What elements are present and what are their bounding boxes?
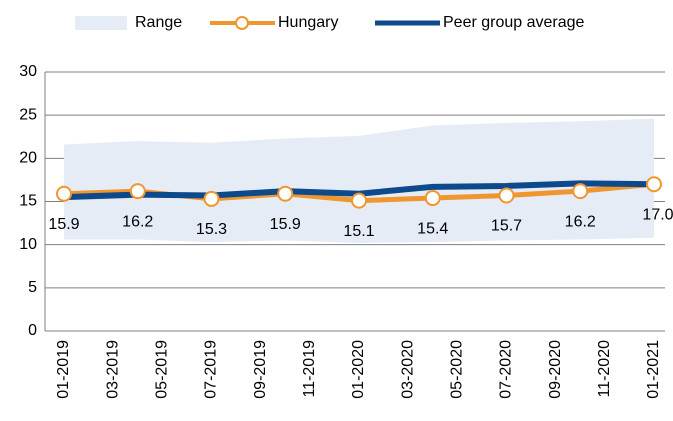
data-label: 16.2 <box>122 213 153 230</box>
data-label: 15.7 <box>491 218 522 235</box>
y-tick-label: 25 <box>19 106 37 123</box>
legend-label: Range <box>135 14 182 31</box>
marker <box>129 183 146 200</box>
legend-label: Peer group average <box>443 14 585 31</box>
x-tick-label: 09-2020 <box>547 340 564 399</box>
x-tick-label: 03-2019 <box>104 340 121 399</box>
marker <box>572 183 589 200</box>
marker <box>424 190 441 207</box>
marker <box>498 187 515 204</box>
legend-swatch <box>75 16 127 30</box>
x-tick-label: 07-2020 <box>498 340 515 399</box>
x-tick-label: 03-2020 <box>399 340 416 399</box>
x-tick-label: 05-2020 <box>449 340 466 399</box>
y-tick-label: 20 <box>19 150 37 167</box>
x-tick-label: 09-2019 <box>252 340 269 399</box>
marker <box>203 190 220 207</box>
data-label: 15.4 <box>417 220 448 237</box>
data-label: 15.9 <box>48 216 79 233</box>
data-label: 17.0 <box>642 206 673 223</box>
marker <box>56 185 72 202</box>
x-tick-label: 01-2019 <box>55 340 72 399</box>
y-tick-label: 15 <box>19 193 37 210</box>
x-tick-label: 11-2020 <box>596 340 613 398</box>
marker <box>646 176 662 193</box>
x-tick-label: 01-2021 <box>645 340 662 399</box>
data-label: 15.9 <box>270 216 301 233</box>
data-label: 16.2 <box>565 213 596 230</box>
legend-label: Hungary <box>278 14 338 31</box>
legend: Range Hungary Peer group average <box>75 14 585 31</box>
y-tick-label: 30 <box>19 63 37 80</box>
range-area <box>64 118 654 243</box>
y-tick-label: 0 <box>28 322 37 339</box>
data-label: 15.1 <box>343 223 374 240</box>
x-tick-label: 05-2019 <box>154 340 171 399</box>
data-label: 15.3 <box>196 221 227 238</box>
x-tick-label: 07-2019 <box>203 340 220 399</box>
x-tick-label: 01-2020 <box>350 340 367 399</box>
y-tick-label: 5 <box>28 279 37 296</box>
marker <box>351 192 367 209</box>
marker <box>277 185 294 202</box>
legend-marker <box>235 16 249 30</box>
x-tick-label: 11-2019 <box>301 340 318 398</box>
y-tick-label: 10 <box>19 236 37 253</box>
